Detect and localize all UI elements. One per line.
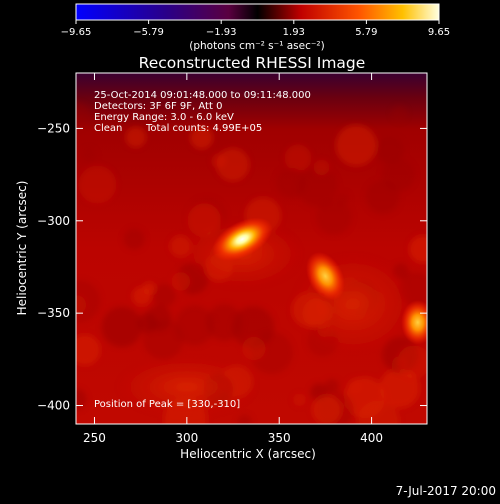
texture-blob [325, 379, 339, 393]
colorbar-units-label: (photons cm⁻² s⁻¹ asec⁻²) [189, 40, 324, 52]
x-tick-label: 300 [175, 431, 198, 445]
info-line-energy: Energy Range: 3.0 - 6.0 keV [94, 112, 234, 123]
heatmap-image [76, 73, 427, 424]
texture-blob [242, 336, 266, 361]
glow-region [116, 357, 257, 418]
info-total-counts: Total counts: 4.99E+05 [145, 123, 262, 134]
texture-blob [205, 304, 243, 341]
colorbar-tick-label: 5.79 [355, 27, 377, 38]
colorbar-ticks: −9.65 −5.79 −1.93 1.93 5.79 9.65 [61, 20, 450, 38]
texture-blob [312, 395, 342, 424]
texture-blob [171, 272, 191, 291]
plot-frame [75, 72, 428, 425]
texture-blob [125, 126, 147, 148]
texture-blob [101, 306, 143, 348]
colorbar-tick-label: 9.65 [428, 27, 450, 38]
y-tick-label: −350 [37, 306, 70, 320]
texture-blob [81, 147, 97, 163]
texture-blob [335, 124, 377, 167]
texture-blob [76, 280, 101, 323]
info-line-time: 25-Oct-2014 09:01:48.000 to 09:11:48.000 [94, 90, 311, 101]
texture-blob [132, 286, 152, 306]
source-peak [211, 217, 273, 262]
texture-blob [190, 126, 214, 150]
texture-blob [391, 105, 408, 122]
x-axis-label: Heliocentric X (arcsec) [180, 447, 316, 461]
texture-blob [284, 144, 312, 172]
texture-blob [365, 180, 400, 215]
x-tick-label: 350 [268, 431, 291, 445]
info-box: 25-Oct-2014 09:01:48.000 to 09:11:48.000… [94, 90, 311, 134]
colorbar-tick-label: −1.93 [206, 27, 237, 38]
texture-blob [397, 345, 427, 379]
texture-blob [76, 388, 87, 410]
texture-blob [237, 414, 252, 424]
texture-blob [216, 148, 250, 182]
y-tick-label: −250 [37, 121, 70, 135]
source-peak [400, 300, 427, 345]
texture-blob [409, 235, 427, 264]
peak-position-label: Position of Peak = [330,-310] [94, 399, 240, 410]
texture-blob [293, 393, 306, 407]
colorbar-tick-label: −9.65 [61, 27, 92, 38]
info-line-detectors: Detectors: 3F 6F 9F, Att 0 [94, 101, 222, 112]
texture-blob [275, 167, 307, 199]
texture-blob [297, 166, 338, 208]
y-tick-label: −300 [37, 214, 70, 228]
x-tick-label: 400 [360, 431, 383, 445]
colorbar-tick-label: −5.79 [133, 27, 164, 38]
colorbar-tick-label: 1.93 [283, 27, 305, 38]
y-axis-label: Heliocentric Y (arcsec) [15, 181, 29, 316]
texture-blob [174, 305, 215, 346]
texture-blob [376, 135, 404, 164]
y-tick-label: −400 [37, 399, 70, 413]
texture-blob [78, 165, 117, 204]
texture-blob [123, 228, 145, 250]
colorbar [75, 3, 440, 21]
texture-blob [152, 283, 176, 308]
chart-title: Reconstructed RHESSI Image [139, 54, 366, 72]
texture-blob [76, 334, 101, 366]
texture-blob [316, 199, 352, 235]
texture-blob [137, 313, 157, 333]
texture-blob [76, 102, 91, 128]
texture-blob [313, 159, 330, 176]
x-tick-label: 250 [83, 431, 106, 445]
axis-ticks: 250 300 350 400 −250 −300 −350 −400 [37, 73, 427, 445]
texture-blob [344, 377, 386, 419]
info-clean-label: Clean [94, 123, 122, 134]
footer-date: 7-Jul-2017 20:00 [396, 484, 496, 498]
source-peak [305, 251, 345, 301]
